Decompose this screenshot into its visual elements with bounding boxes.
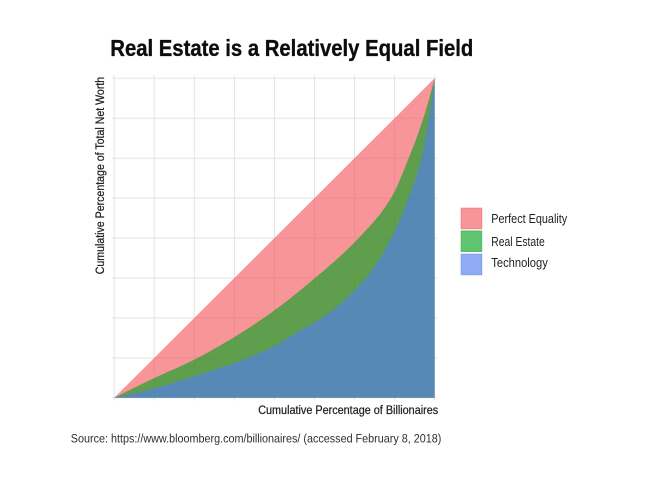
svg-text:Technology: Technology — [491, 256, 548, 270]
svg-text:Real Estate is a Relatively Eq: Real Estate is a Relatively Equal Field — [110, 35, 473, 61]
svg-text:Cumulative Percentage of Total: Cumulative Percentage of Total Net Worth — [93, 77, 107, 275]
svg-text:Real Estate: Real Estate — [491, 235, 545, 249]
svg-text:Source: https://www.bloomberg.: Source: https://www.bloomberg.com/billio… — [71, 431, 442, 445]
svg-text:Cumulative Percentage of Billi: Cumulative Percentage of Billionaires — [258, 403, 438, 417]
svg-text:Perfect Equality: Perfect Equality — [491, 212, 568, 226]
